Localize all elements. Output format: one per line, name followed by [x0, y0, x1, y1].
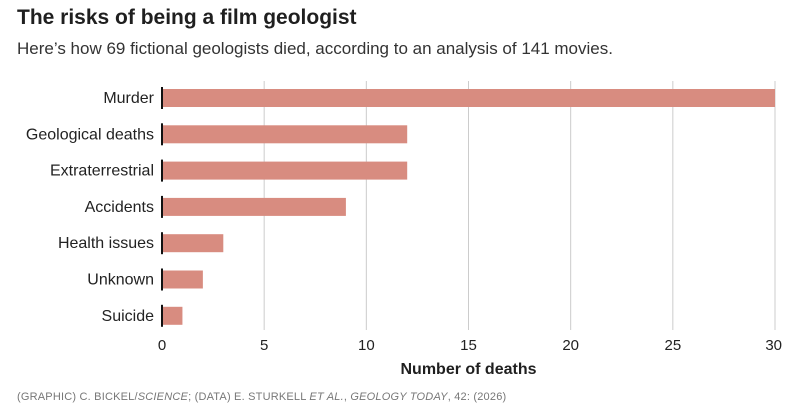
x-tick-label-0: 0: [158, 337, 166, 354]
bar-accidents: [162, 197, 346, 216]
x-tick-label-25: 25: [664, 337, 681, 354]
bar-unknown: [162, 270, 203, 289]
bar-extraterrestrial: [162, 161, 408, 180]
x-tick-label-15: 15: [460, 337, 477, 354]
source-data-journal: GEOLOGY TODAY: [350, 391, 448, 403]
bar-health-issues: [162, 234, 224, 253]
category-label-unknown: Unknown: [87, 272, 154, 289]
source-data-suffix: , 42: (2026): [447, 391, 507, 403]
bar-suicide: [162, 306, 183, 325]
source-graphic-pub: SCIENCE: [137, 391, 189, 403]
category-label-suicide: Suicide: [102, 308, 155, 325]
category-label-health-issues: Health issues: [58, 235, 154, 252]
category-label-murder: Murder: [103, 90, 154, 107]
category-label-accidents: Accidents: [85, 199, 154, 216]
x-tick-label-20: 20: [562, 337, 579, 354]
source-credit: (GRAPHIC) C. BICKEL/SCIENCE; (DATA) E. S…: [17, 391, 506, 403]
source-data-sep: ,: [343, 391, 351, 403]
category-label-geological-deaths: Geological deaths: [26, 126, 154, 143]
source-graphic-prefix: (GRAPHIC) C. BICKEL/: [17, 391, 138, 403]
bar-murder: [162, 89, 775, 107]
bar-chart: Murder Geological deaths Extraterrestrial A…: [26, 81, 782, 378]
source-data-prefix: ; (DATA) E. STURKELL: [188, 391, 310, 403]
chart-subtitle: Here’s how 69 fictional geologists died,…: [17, 39, 613, 58]
x-tick-label-10: 10: [358, 337, 375, 354]
x-tick-label-30: 30: [765, 337, 782, 354]
x-tick-label-5: 5: [260, 337, 268, 354]
x-axis-title: Number of deaths: [400, 361, 536, 378]
bar-geological-deaths: [162, 125, 408, 144]
chart-title: The risks of being a film geologist: [17, 6, 357, 29]
category-label-extraterrestrial: Extraterrestrial: [50, 163, 154, 180]
source-data-etal: ET AL.: [309, 391, 344, 403]
